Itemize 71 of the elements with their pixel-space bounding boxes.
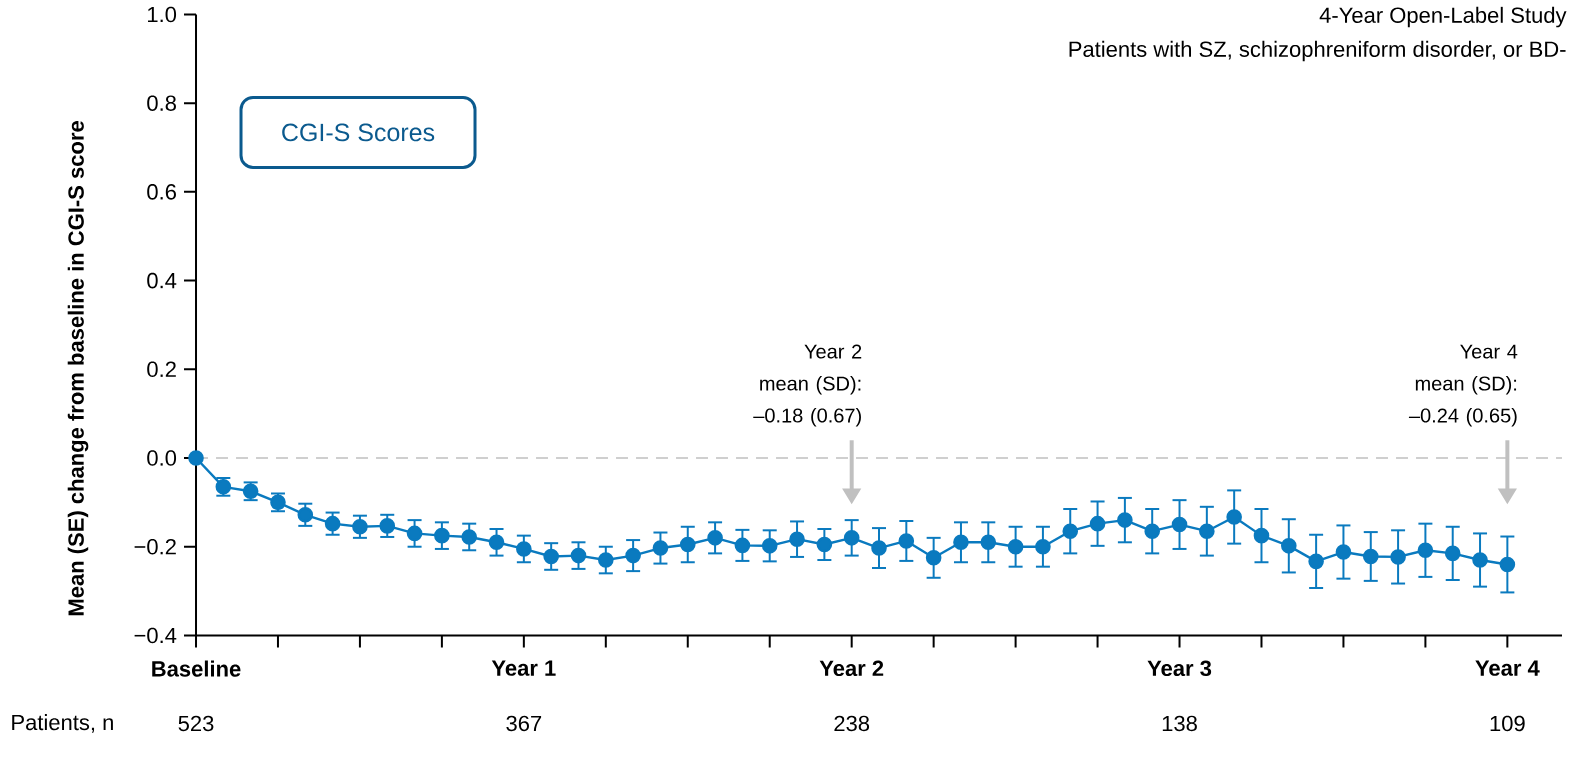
point (488, 534, 505, 550)
x-tick-label: Year 1 (491, 660, 556, 676)
text: 138 (1162, 715, 1197, 732)
point (570, 547, 587, 564)
point (980, 534, 997, 550)
point (1089, 515, 1106, 532)
point (1308, 553, 1324, 569)
x-tick-label: Baseline (152, 660, 241, 677)
chart-title: 4-Year Open-Label Study (1319, 6, 1567, 28)
point (297, 506, 314, 523)
point (406, 525, 423, 541)
point (1226, 508, 1242, 525)
text: 238 (834, 715, 870, 732)
point (761, 537, 778, 554)
point (1362, 548, 1379, 565)
point (652, 540, 669, 556)
y-tick-label: −0.2 (134, 538, 176, 555)
point (1335, 544, 1352, 560)
point (1417, 542, 1434, 558)
point (543, 548, 559, 565)
y-tick-label: 0.8 (147, 95, 176, 111)
point (352, 518, 368, 535)
point (1007, 538, 1024, 555)
point (1199, 523, 1215, 539)
y-axis-title: Mean (SE) change from baseline in CGI-S score (67, 120, 89, 615)
point (516, 540, 532, 557)
point (707, 529, 723, 546)
point (324, 515, 341, 532)
point (953, 534, 969, 550)
y-tick-label: 0.2 (147, 361, 176, 377)
text: 367 (506, 715, 542, 732)
point (1035, 538, 1051, 555)
point (1062, 523, 1079, 539)
point (1444, 545, 1461, 561)
x-tick-label: Year 4 (1475, 660, 1540, 676)
point (1144, 523, 1161, 539)
point (379, 517, 396, 534)
point (679, 536, 696, 553)
point (1117, 512, 1133, 528)
point (598, 552, 614, 568)
y-tick-label: −0.4 (134, 627, 177, 644)
point (843, 529, 860, 546)
point (816, 536, 833, 553)
point (1281, 537, 1297, 554)
point (925, 549, 942, 566)
point (1472, 552, 1488, 568)
point (734, 537, 751, 553)
text: 109 (1490, 715, 1525, 732)
annotation: Year 4 mean (SD): –0.24 (0.65) (1408, 344, 1518, 427)
x-tick-label: Year 3 (1147, 660, 1212, 676)
point (1253, 527, 1270, 544)
point (625, 547, 641, 564)
point (1171, 516, 1188, 533)
point (898, 532, 915, 549)
y-tick-label: 0.0 (147, 450, 177, 466)
text: Patients with SZ, schizophreniform disorder, or BD- (1069, 40, 1566, 62)
point (434, 527, 450, 544)
point (461, 528, 478, 545)
point (871, 540, 887, 556)
y-tick-label: 0.4 (147, 272, 177, 289)
point (789, 531, 805, 547)
annotation: CGI-S Scores (282, 123, 435, 142)
text: 523 (178, 715, 214, 732)
point (1499, 556, 1516, 573)
y-tick-label: 1.0 (148, 6, 177, 23)
point (188, 449, 204, 466)
text: Patients, n (12, 713, 113, 733)
x-tick-label: Year 2 (819, 660, 884, 676)
annotation: Year 2 mean (SD): –0.18 (0.67) (753, 344, 862, 427)
y-tick-label: 0.6 (147, 183, 176, 200)
point (1390, 548, 1406, 565)
